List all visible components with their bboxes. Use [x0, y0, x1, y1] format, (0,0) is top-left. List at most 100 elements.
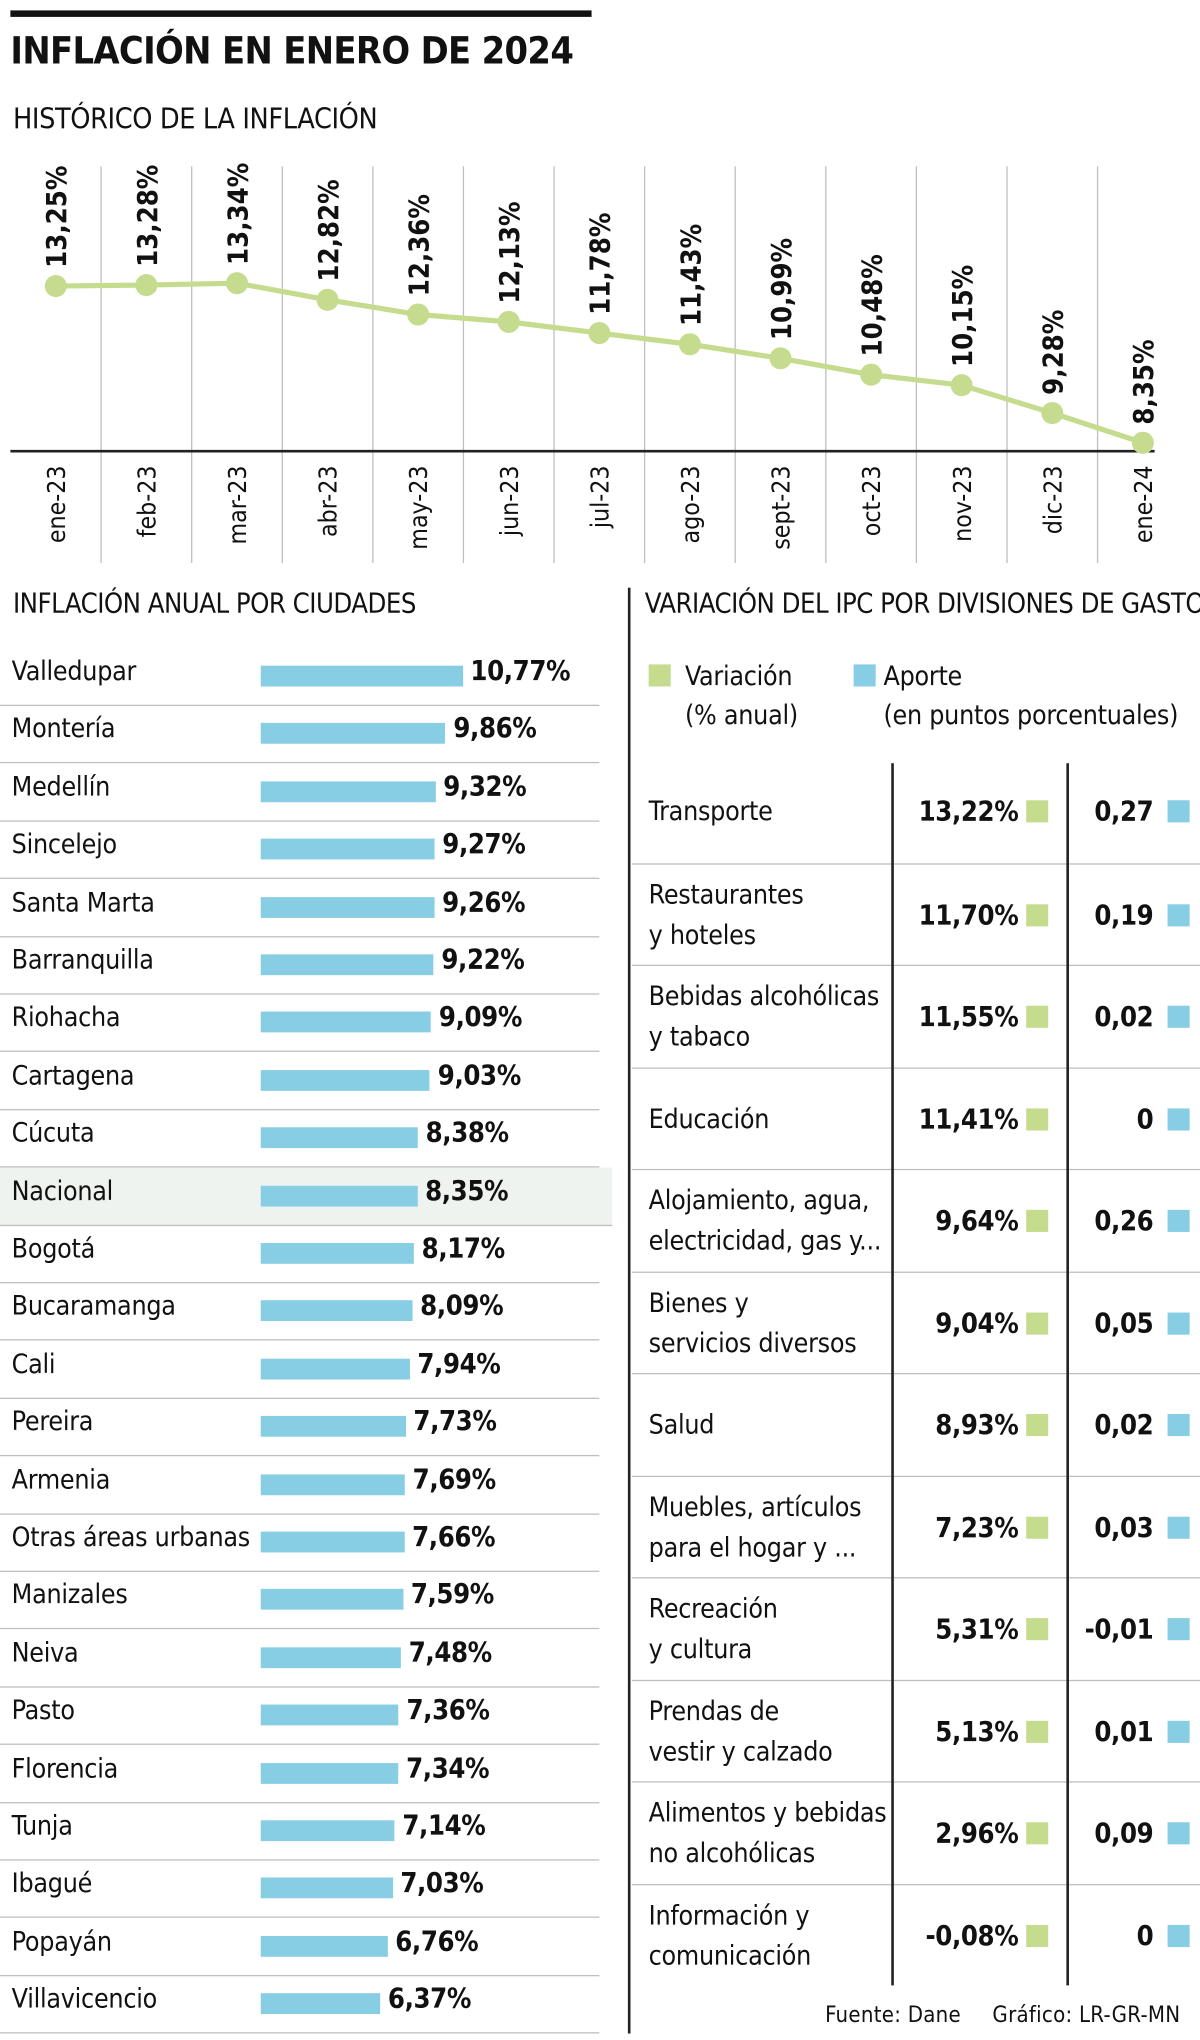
- ipc-variacion-value: -0,08%: [925, 1919, 1019, 1951]
- chart-data-label: 11,78%: [586, 213, 617, 315]
- city-value-label: 7,14%: [402, 1809, 486, 1842]
- city-bar: [260, 954, 434, 976]
- chart-x-tick-label: ene-23: [42, 465, 71, 543]
- city-bar: [260, 1069, 431, 1091]
- city-bar: [260, 723, 446, 745]
- ipc-variacion-value: 13,22%: [918, 795, 1019, 827]
- legend-variacion-label: Variación (% anual): [684, 660, 798, 731]
- variacion-swatch: [1026, 1822, 1049, 1845]
- chart-data-label: 11,43%: [676, 224, 707, 326]
- chart-data-label: 8,35%: [1129, 339, 1160, 424]
- chart-data-label: 12,36%: [405, 194, 436, 296]
- city-row: Tunja 7,14%: [0, 1802, 600, 1861]
- city-bar: [260, 1993, 381, 2015]
- chart-x-tick-label: nov-23: [948, 465, 977, 541]
- city-name: Riohacha: [11, 1001, 121, 1033]
- city-name: Cali: [11, 1348, 56, 1380]
- variacion-swatch: [1026, 1924, 1049, 1947]
- variacion-swatch: [1026, 1005, 1049, 1028]
- city-name: Barranquilla: [11, 943, 154, 976]
- city-row: Bucaramanga 8,09%: [0, 1283, 600, 1342]
- ipc-division-name: Salud: [648, 1408, 715, 1440]
- city-row: Cartagena 9,03%: [0, 1052, 600, 1111]
- variacion-swatch: [1026, 1311, 1049, 1335]
- city-value-label: 8,35%: [425, 1174, 509, 1207]
- ipc-aporte-value: 0,05: [1094, 1307, 1154, 1339]
- city-name: Tunja: [11, 1809, 73, 1842]
- ipc-division-name: Bebidas alcohólicas y tabaco: [648, 980, 880, 1052]
- chart-data-label: 13,28%: [133, 165, 164, 267]
- ipc-row: Información y comunicación -0,08% 0: [631, 1883, 1200, 1986]
- aporte-swatch: [1167, 1924, 1190, 1947]
- chart-x-tick-label: jun-23: [495, 465, 524, 537]
- ipc-row: Alimentos y bebidas no alcohólicas 2,96% 0,…: [631, 1781, 1200, 1884]
- chart-x-tick-label: dic-23: [1038, 465, 1067, 534]
- chart-x-tick-label: ene-24: [1129, 465, 1158, 543]
- ipc-variacion-value: 8,93%: [935, 1409, 1019, 1441]
- variacion-swatch: [1026, 800, 1049, 823]
- ipc-variacion-value: 11,55%: [918, 1001, 1019, 1033]
- chart-x-tick-label: mar-23: [223, 465, 252, 544]
- ipc-column-divider-1: [891, 763, 894, 1986]
- city-name: Ibagué: [11, 1867, 93, 1899]
- variacion-swatch: [1026, 1516, 1049, 1539]
- chart-point: [316, 288, 339, 311]
- variacion-swatch: [1026, 1413, 1049, 1437]
- aporte-swatch: [1167, 1822, 1190, 1845]
- city-name: Bogotá: [11, 1232, 96, 1264]
- chart-x-tick-label: feb-23: [132, 465, 161, 537]
- aporte-swatch: [1167, 800, 1190, 823]
- city-bar: [260, 1127, 418, 1149]
- city-name: Pereira: [11, 1405, 94, 1437]
- city-value-label: 8,17%: [421, 1232, 505, 1264]
- variacion-swatch: [1026, 1618, 1049, 1641]
- aporte-swatch: [1167, 903, 1190, 926]
- chart-point: [1131, 431, 1154, 454]
- ipc-aporte-value: 0,26: [1094, 1205, 1154, 1237]
- ipc-row: Restaurantes y hoteles 11,70% 0,19: [631, 862, 1200, 966]
- city-value-label: 9,22%: [441, 943, 525, 976]
- line-chart-title: HISTÓRICO DE LA INFLACIÓN: [12, 104, 378, 137]
- ipc-division-name: Alimentos y bebidas no alcohólicas: [648, 1796, 887, 1869]
- ipc-variacion-value: 11,70%: [918, 899, 1019, 931]
- city-name: Villavicencio: [11, 1983, 158, 2015]
- ipc-variacion-value: 2,96%: [935, 1817, 1019, 1849]
- chart-point: [225, 272, 248, 295]
- city-bar: [260, 1242, 414, 1264]
- ipc-aporte-value: 0,01: [1094, 1715, 1154, 1747]
- chart-x-tick-label: ago-23: [676, 465, 705, 543]
- ipc-column-divider-2: [1066, 763, 1069, 1986]
- chart-x-tick-label: may-23: [404, 465, 433, 549]
- ipc-variacion-value: 9,64%: [935, 1205, 1019, 1237]
- city-bar: [260, 1762, 399, 1784]
- legend-aporte-swatch: [853, 664, 876, 687]
- chart-point: [950, 374, 973, 397]
- city-bar: [260, 1358, 410, 1380]
- section-divider: [627, 587, 631, 2034]
- city-name: Manizales: [11, 1578, 128, 1611]
- ipc-aporte-value: 0,09: [1094, 1817, 1154, 1849]
- city-value-label: 7,94%: [417, 1348, 501, 1380]
- city-row: Bogotá 8,17%: [0, 1225, 600, 1284]
- chart-point: [1041, 401, 1064, 425]
- ipc-division-name: Alojamiento, agua, electricidad, gas y...: [648, 1184, 882, 1256]
- city-name: Pasto: [11, 1694, 75, 1726]
- chart-data-label: 12,13%: [495, 201, 526, 303]
- ipc-variacion-value: 7,23%: [935, 1511, 1019, 1543]
- ipc-division-name: Prendas de vestir y calzado: [648, 1694, 833, 1767]
- chart-data-label: 12,82%: [314, 179, 345, 281]
- ipc-variacion-value: 9,04%: [935, 1307, 1019, 1339]
- city-bar: [260, 896, 435, 918]
- aporte-swatch: [1167, 1413, 1190, 1437]
- city-value-label: 7,69%: [412, 1463, 496, 1495]
- city-value-label: 7,34%: [406, 1752, 490, 1784]
- chart-point: [860, 363, 883, 386]
- chart-x-tick-label: jul-23: [585, 465, 614, 529]
- city-name: Montería: [11, 713, 116, 745]
- city-name: Sincelejo: [11, 828, 117, 860]
- ipc-row: Prendas de vestir y calzado 5,13% 0,01: [631, 1679, 1200, 1782]
- top-rule: [10, 10, 592, 17]
- city-bar: [260, 1531, 405, 1553]
- page-title: INFLACIÓN EN ENERO DE 2024: [10, 28, 574, 73]
